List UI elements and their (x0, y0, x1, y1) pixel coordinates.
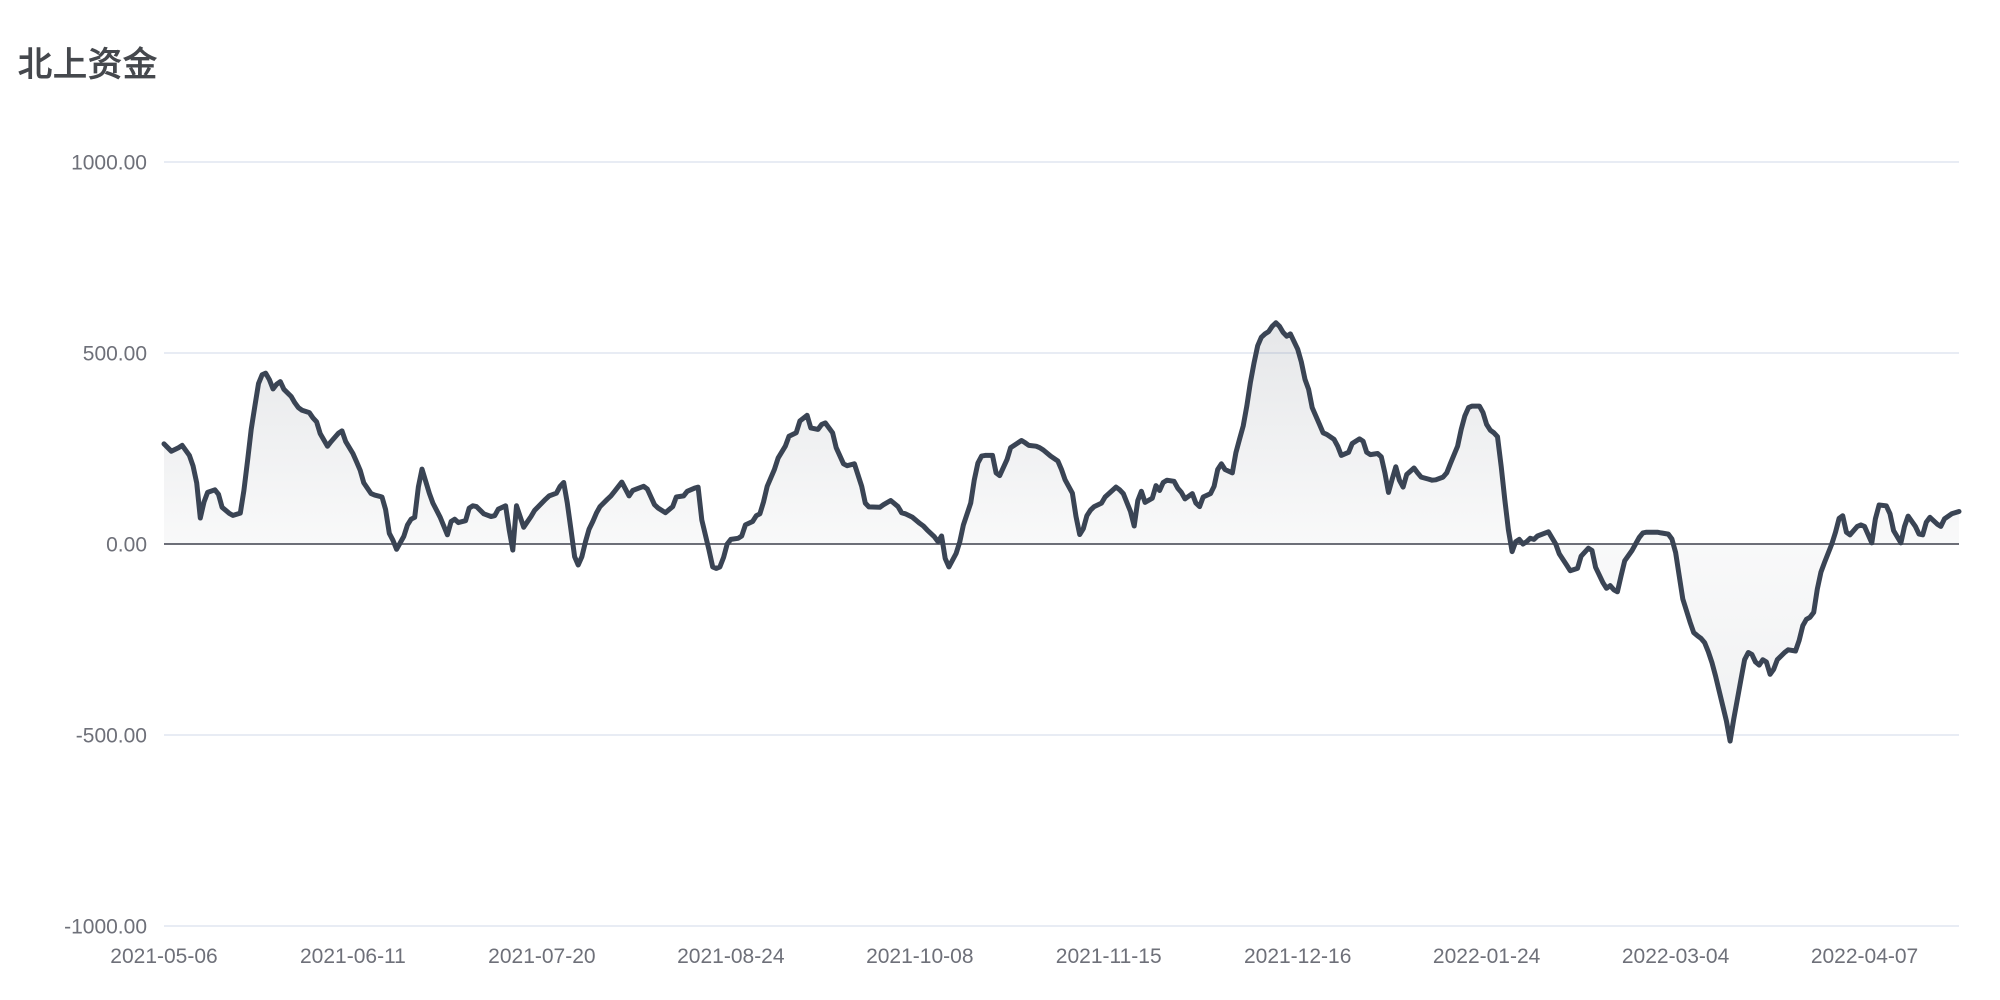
x-axis-tick-label: 2021-07-20 (488, 945, 595, 968)
x-axis-tick-label: 2022-03-04 (1622, 945, 1730, 968)
x-axis-tick-label: 2021-10-08 (866, 945, 973, 968)
y-axis-tick-label: 1000.00 (71, 151, 147, 174)
x-axis-tick-label: 2021-11-15 (1056, 945, 1162, 968)
y-axis-tick-label: 0.00 (106, 533, 147, 556)
x-axis-tick-label: 2021-05-06 (110, 945, 217, 968)
y-axis-tick-label: -500.00 (76, 724, 147, 747)
series-area-fill (164, 322, 1959, 742)
x-axis-tick-label: 2021-06-11 (300, 945, 406, 968)
y-axis-tick-label: -1000.00 (64, 915, 147, 938)
y-axis-tick-label: 500.00 (83, 342, 147, 365)
chart-title: 北上资金 (18, 46, 158, 84)
x-axis-tick-label: 2022-01-24 (1433, 945, 1541, 968)
series-line (161, 320, 1962, 744)
x-axis-tick-label: 2022-04-07 (1811, 945, 1918, 968)
x-axis-tick-label: 2021-08-24 (677, 945, 785, 968)
x-axis-tick-label: 2021-12-16 (1244, 945, 1351, 968)
